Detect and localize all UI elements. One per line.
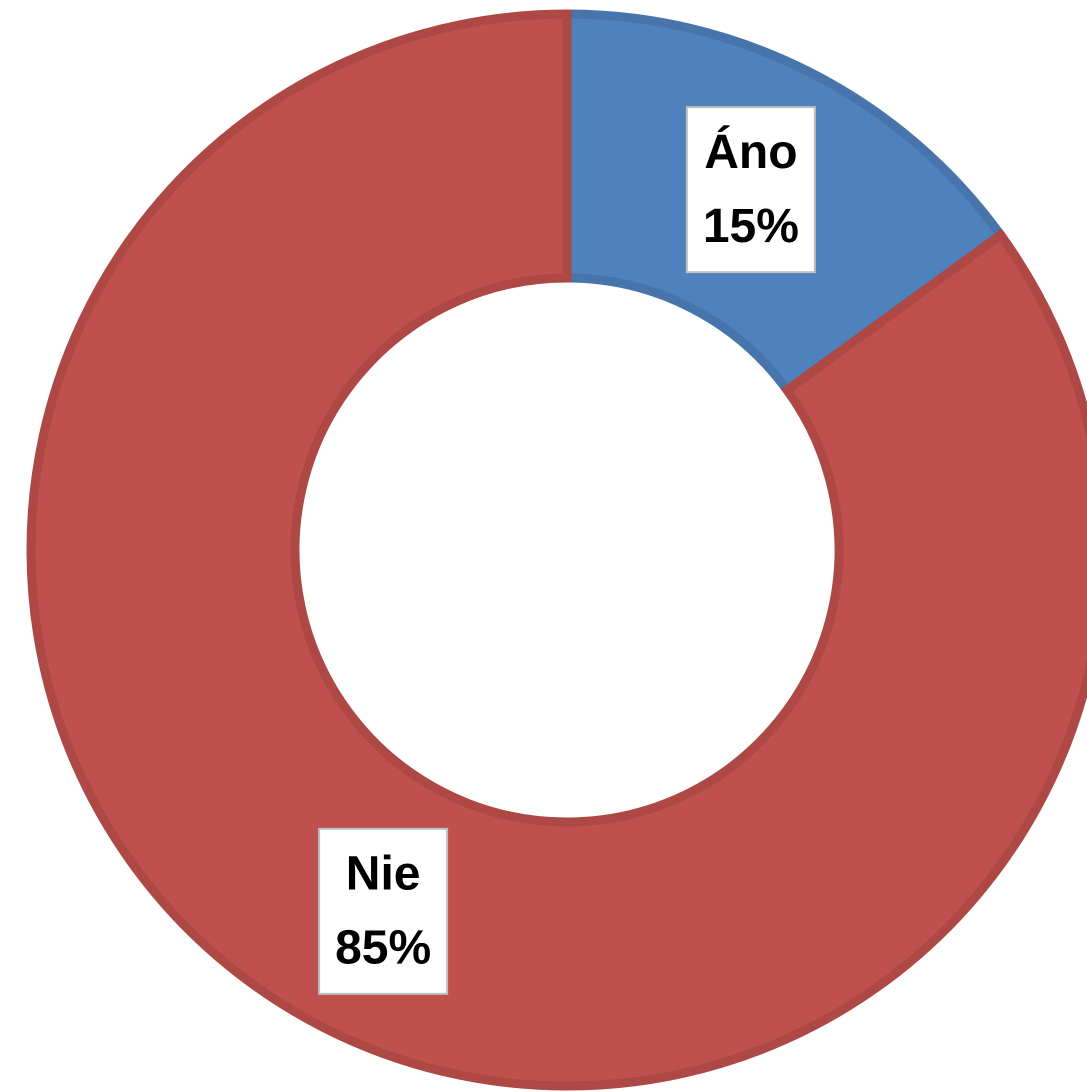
label-category: Nie <box>346 848 421 901</box>
label-category: Áno <box>704 125 797 179</box>
label-box <box>318 827 449 995</box>
data-label: Áno 15% <box>685 106 816 274</box>
label-value: 15% <box>703 200 799 253</box>
donut-slice <box>26 9 1087 1091</box>
label-box <box>685 106 816 274</box>
data-label: Nie 85% <box>318 827 449 995</box>
label-value: 85% <box>335 922 431 975</box>
